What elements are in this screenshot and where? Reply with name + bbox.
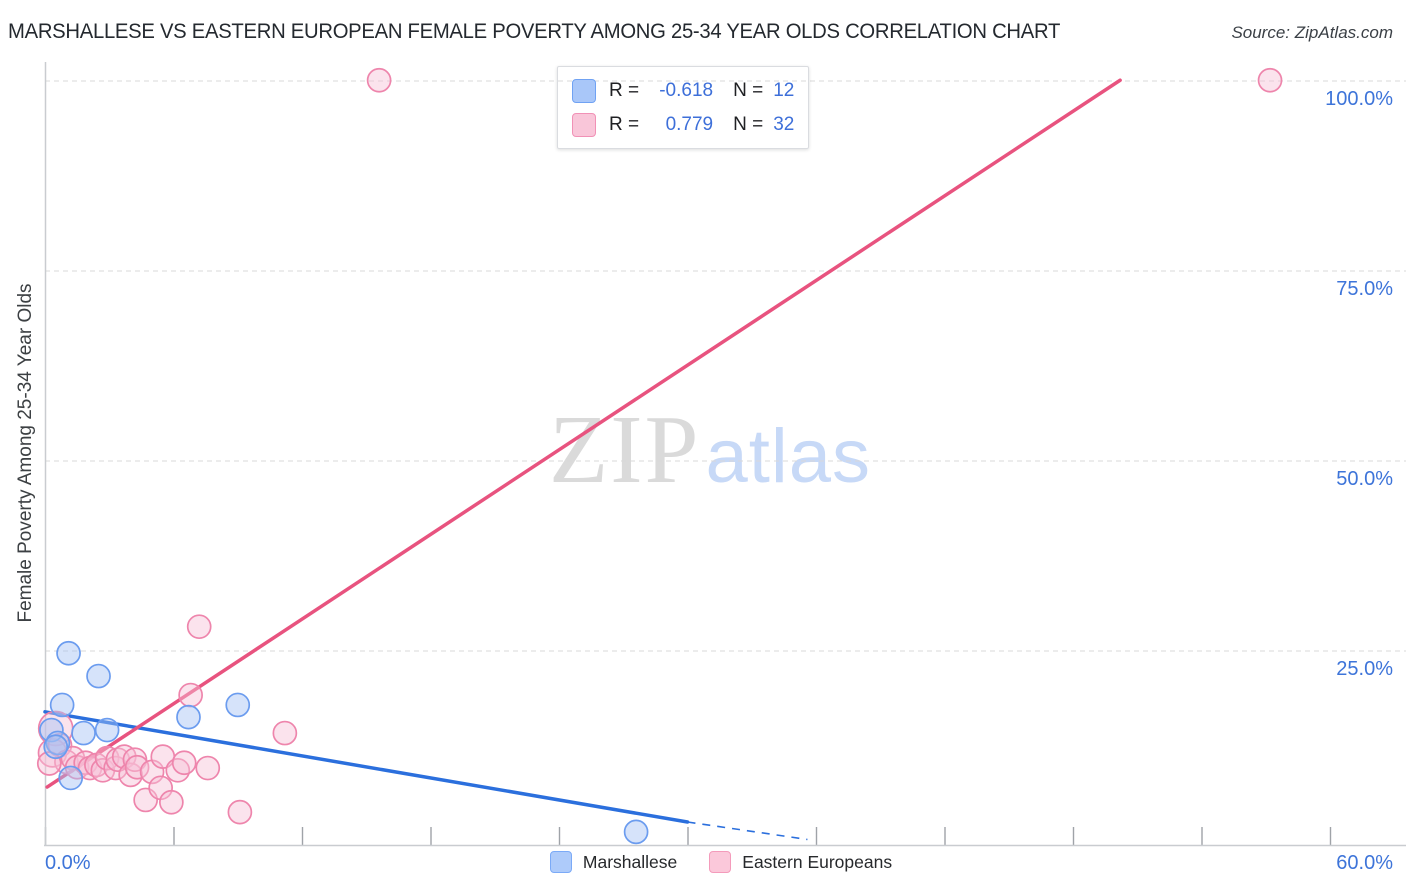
data-point-marshallese	[58, 765, 84, 791]
marshallese-r-value: -0.618	[659, 79, 714, 101]
data-point-marshallese	[623, 819, 649, 845]
data-point-eastern-europeans	[186, 614, 212, 640]
y-axis-label-75.0%: 75.0%	[1336, 278, 1393, 300]
data-point-marshallese	[49, 692, 75, 718]
r-label: R =	[609, 79, 640, 101]
legend-item-marshallese: Marshallese	[549, 851, 678, 873]
trend-line-Marshallese	[43, 710, 690, 824]
source-label: Source: ZipAtlas.com	[1231, 23, 1393, 42]
data-point-marshallese	[45, 730, 71, 756]
data-point-eastern-europeans	[1257, 67, 1283, 93]
watermark-atlas: atlas	[705, 414, 872, 499]
data-point-marshallese	[43, 734, 69, 760]
bottom-legend: Marshallese Eastern Europeans	[0, 851, 1406, 873]
y-axis-label-50.0%: 50.0%	[1336, 468, 1393, 490]
chart-title: MARSHALLESE VS EASTERN EUROPEAN FEMALE P…	[8, 20, 1061, 43]
data-point-marshallese	[56, 640, 81, 666]
data-point-marshallese	[86, 663, 111, 689]
zipatlas-watermark: ZIP atlas	[549, 401, 871, 498]
trend-line-dashed-Marshallese	[687, 821, 808, 841]
eastern-europeans-r-value: 0.779	[665, 113, 714, 135]
data-point-eastern-europeans	[195, 755, 221, 781]
legend-item-eastern-europeans: Eastern Europeans	[709, 851, 892, 873]
correlation-legend: R = -0.618 N = 12 R = 0.779 N = 32	[557, 66, 810, 149]
watermark-zip: ZIP	[549, 396, 701, 503]
marshallese-swatch	[549, 851, 572, 873]
eastern-europeans-n-value: 32	[773, 113, 795, 135]
data-point-marshallese	[71, 720, 96, 746]
data-point-eastern-europeans	[124, 754, 150, 780]
y-axis-title: Female Poverty Among 25-34 Year Olds	[15, 283, 36, 623]
marshallese-n-value: 12	[773, 79, 795, 101]
data-point-eastern-europeans	[272, 720, 298, 746]
correlation-row-eastern-europeans: R = 0.779 N = 32	[572, 110, 794, 139]
x-axis-label-min: 0.0%	[45, 852, 91, 874]
trend-line-Eastern Europeans	[45, 78, 1122, 789]
n-label: N =	[733, 79, 764, 101]
y-axis-label-100.0%: 100.0%	[1325, 88, 1393, 110]
data-point-marshallese	[94, 717, 120, 743]
eastern-europeans-legend-swatch	[572, 112, 596, 137]
data-point-marshallese	[225, 692, 251, 718]
data-point-marshallese	[176, 704, 201, 730]
y-axis-label-25.0%: 25.0%	[1336, 658, 1393, 680]
data-point-eastern-europeans	[227, 799, 253, 825]
data-point-eastern-europeans	[366, 67, 392, 93]
data-point-eastern-europeans	[178, 682, 203, 708]
eastern-europeans-swatch	[709, 851, 732, 873]
x-axis-label-max: 60.0%	[1336, 852, 1393, 874]
correlation-row-marshallese: R = -0.618 N = 12	[572, 76, 794, 105]
marshallese-legend-swatch	[572, 78, 596, 103]
eastern-europeans-label: Eastern Europeans	[742, 851, 893, 872]
n-label: N =	[733, 113, 764, 135]
r-label: R =	[609, 113, 640, 135]
marshallese-label: Marshallese	[582, 851, 678, 872]
data-point-eastern-europeans	[159, 789, 184, 815]
data-point-eastern-europeans	[171, 750, 197, 776]
